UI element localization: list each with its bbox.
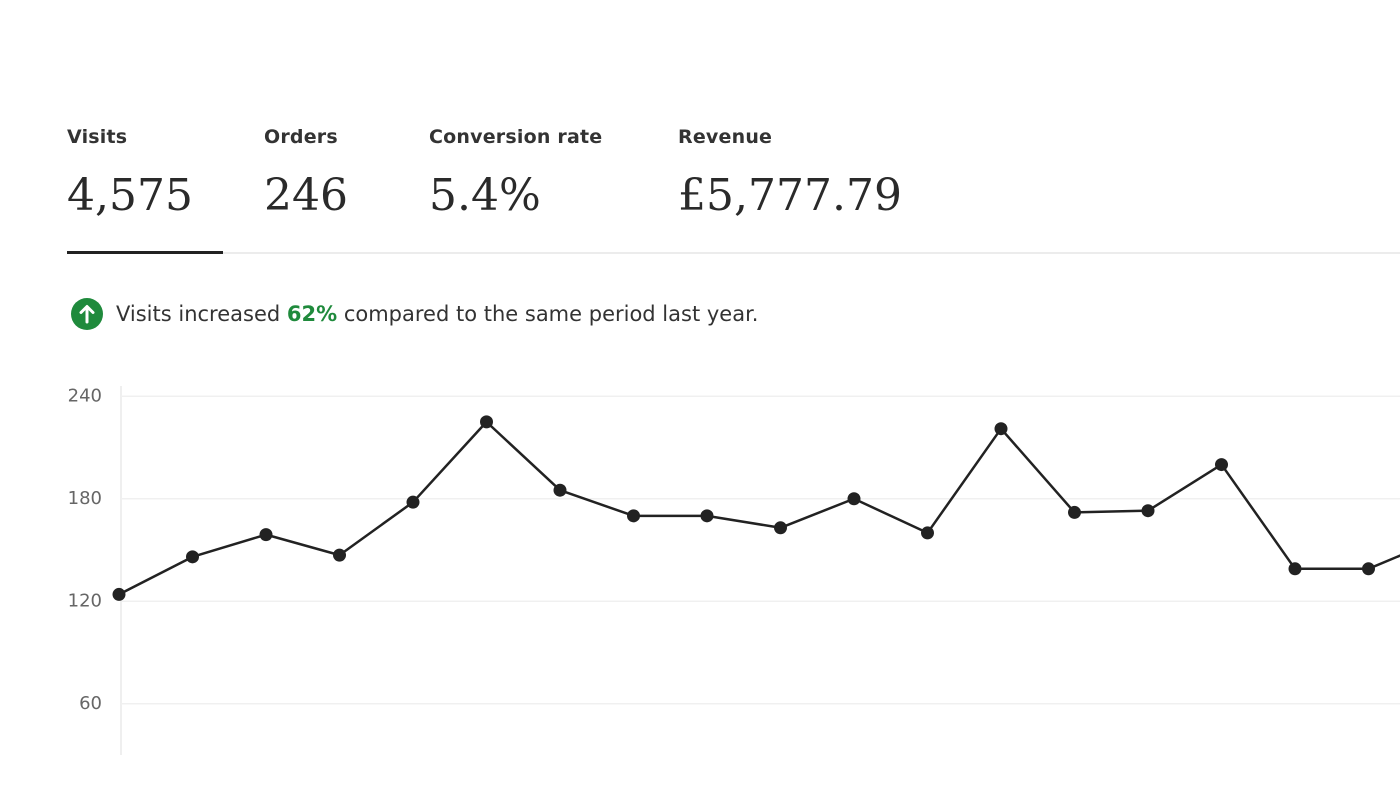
point <box>921 526 934 540</box>
point <box>1141 504 1155 518</box>
tab-label: Visits <box>67 126 128 148</box>
point <box>259 528 273 542</box>
point <box>480 415 493 429</box>
y-tick-label: 120 <box>68 590 102 611</box>
point <box>774 521 787 535</box>
point <box>186 550 199 564</box>
point <box>553 483 567 497</box>
message-highlight: 62% <box>286 302 338 326</box>
message-text: Visits increased <box>116 302 287 326</box>
tab[interactable]: Visits 4,575 <box>67 126 193 221</box>
y-tick-label: 180 <box>68 488 102 509</box>
point <box>1068 505 1081 519</box>
tab-label: Conversion rate <box>429 126 603 148</box>
divider <box>67 252 1400 254</box>
point <box>406 495 420 509</box>
point <box>994 422 1008 436</box>
y-tick-label: 240 <box>68 385 102 406</box>
point <box>1215 458 1228 472</box>
point <box>1362 562 1375 576</box>
active-tab-indicator <box>67 251 223 254</box>
point <box>333 548 346 562</box>
point <box>112 587 126 601</box>
point <box>700 509 714 523</box>
tab-value: £5,777.79 <box>678 170 902 221</box>
tab-label: Revenue <box>678 126 773 148</box>
tab[interactable]: Revenue £5,777.79 <box>678 126 902 221</box>
y-tick-label: 60 <box>79 693 102 714</box>
message-text: compared to the same period last year. <box>337 302 759 326</box>
point <box>627 509 640 523</box>
up-icon <box>71 298 103 330</box>
tab[interactable]: Orders 246 <box>264 126 348 221</box>
point <box>1288 562 1302 576</box>
line <box>118 420 1400 596</box>
message: Visits increased 62% compared to the sam… <box>70 298 758 330</box>
tab-value: 4,575 <box>67 170 193 221</box>
tab[interactable]: Conversion rate 5.4% <box>429 126 602 221</box>
tab-value: 246 <box>264 170 348 221</box>
point <box>847 492 861 506</box>
tab-label: Orders <box>264 126 338 148</box>
tab-value: 5.4% <box>429 170 541 221</box>
